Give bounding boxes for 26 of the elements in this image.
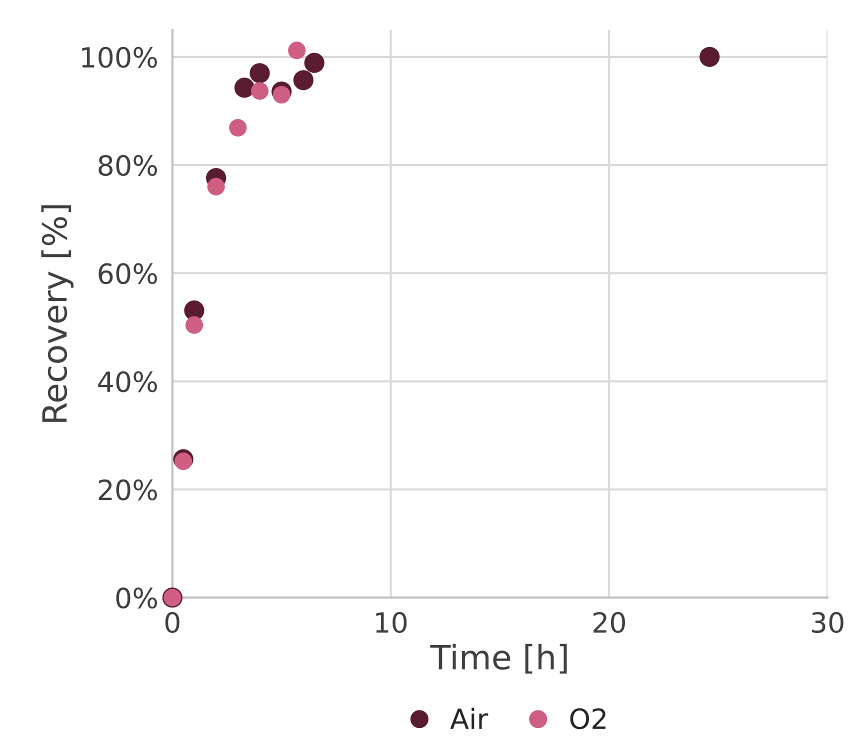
point — [272, 86, 290, 104]
x-tick-label: 0 — [165, 612, 180, 633]
point — [229, 118, 247, 137]
y-axis-title: Recovery [%] — [41, 205, 74, 422]
point — [207, 178, 225, 196]
x-tick-label: 30 — [812, 612, 844, 633]
point — [293, 70, 314, 90]
point — [700, 46, 720, 67]
point — [288, 42, 306, 60]
y-tick-label: 100% — [82, 46, 157, 68]
y-tick-label: 60% — [98, 263, 157, 284]
point — [174, 452, 192, 470]
point — [185, 316, 204, 334]
x-axis-title: Time [h] — [430, 644, 567, 674]
point — [250, 82, 269, 100]
y-tick-label: 80% — [98, 154, 157, 176]
legend-label: Air — [450, 708, 488, 729]
x-tick-label: 10 — [376, 612, 407, 633]
y-tick-label: 20% — [98, 479, 157, 500]
legend-label: O2 — [570, 708, 606, 730]
point — [250, 63, 270, 84]
y-tick-label: 40% — [98, 371, 157, 392]
x-tick-label: 20 — [594, 612, 625, 633]
y-tick-label: 0% — [116, 588, 157, 609]
point — [304, 52, 324, 73]
point — [234, 78, 255, 98]
